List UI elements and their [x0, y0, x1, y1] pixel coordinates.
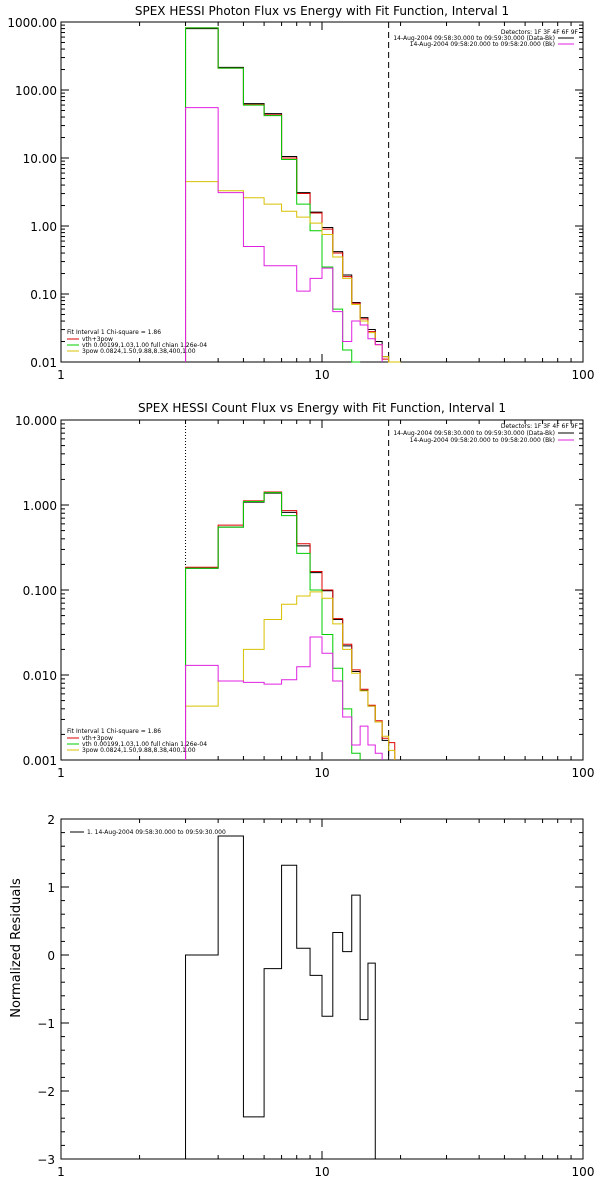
axis-ticks: 1 10 100 0.001 0.010 0.100 1.000 10.000: [15, 414, 594, 780]
y-tick-label: −3: [37, 1153, 55, 1167]
legend-top-line-1: Detectors: 1F 3F 4F 6F 9F: [501, 29, 579, 36]
legend-bottom-line-2: vth+3pow: [82, 336, 113, 343]
y-tick-label: −1: [37, 1017, 55, 1031]
legend-top-line-3: 14-Aug-2004 09:58:20.000 to 09:58:20.000…: [410, 41, 555, 48]
y-tick-label: 10.000: [15, 414, 57, 428]
y-tick-label: 1.000: [23, 499, 57, 513]
y-tick-label: 1000.00: [7, 16, 57, 30]
x-tick-label: 100: [572, 368, 595, 382]
legend-top-line-1: 1. 14-Aug-2004 09:58:30.000 to 09:59:30.…: [87, 829, 226, 836]
data-series: [185, 835, 376, 1159]
y-tick-label: 0: [47, 949, 55, 963]
x-tick-label: 10: [314, 368, 329, 382]
energy-range-markers: [185, 22, 390, 362]
y-tick-label: 0.010: [23, 669, 57, 683]
x-tick-label: 1: [57, 368, 65, 382]
y-tick-label: 100.00: [15, 84, 57, 98]
legend-bottom-line-3: vth 0.00199,1.03,1.00 full chian 1.26e-0…: [82, 342, 207, 349]
x-tick-label: 1: [57, 1165, 65, 1179]
legend-bottom-line-2: vth+3pow: [82, 735, 113, 742]
legend-bottom-line-3: vth 0.00199,1.03,1.00 full chian 1.26e-0…: [82, 741, 207, 748]
series-vth: [185, 492, 361, 760]
x-tick-label: 100: [572, 1165, 595, 1179]
data-series: [185, 27, 401, 363]
count-flux-panel: SPEX HESSI Count Flux vs Energy with Fit…: [15, 401, 594, 780]
x-tick-label: 10: [314, 1165, 329, 1179]
series-3pow: [185, 591, 396, 760]
chart-title: SPEX HESSI Photon Flux vs Energy with Fi…: [135, 4, 509, 18]
legend-bottom-line-1: Fit Interval 1 Chi-square = 1.86: [67, 728, 161, 735]
legend-top-line-2: 14-Aug-2004 09:58:30.000 to 09:59:30.000…: [393, 35, 555, 42]
legend-bottom-line-4: 3pow 0.0824,1.50,9.88,8.38,400,1.00: [82, 348, 196, 355]
series-vth-3pow: [185, 27, 390, 362]
y-tick-label: 0.001: [23, 754, 57, 768]
axis-ticks: 1 10 100 0.01 0.10 1.00 10.00 100.00 1000.00: [7, 16, 594, 382]
legend-bottom-line-4: 3pow 0.0824,1.50,9.88,8.38,400,1.00: [82, 747, 196, 754]
series-bk: [185, 107, 383, 362]
y-tick-label: −2: [37, 1085, 55, 1099]
x-tick-label: 100: [572, 766, 595, 780]
y-tick-label: 0.01: [30, 356, 57, 370]
data-series: [185, 491, 396, 760]
series-vth-3pow: [185, 491, 396, 760]
energy-range-markers: [185, 420, 390, 760]
y-tick-label: 0.100: [23, 584, 57, 598]
residuals-panel: 1 10 100 −3 −2 −1 0 1 2 Normalized Residuals 1. …: [9, 813, 594, 1179]
chart-title: SPEX HESSI Count Flux vs Energy with Fit…: [138, 401, 506, 415]
legend-bottom-line-1: Fit Interval 1 Chi-square = 1.86: [67, 329, 161, 336]
series-1-14-aug-2004-09-58-30-000-to-09-59-30-000: [185, 835, 376, 1159]
axis-ticks: 1 10 100 −3 −2 −1 0 1 2: [37, 813, 594, 1179]
series-data-bk: [185, 492, 390, 760]
y-axis-label: Normalized Residuals: [9, 878, 24, 1018]
plot-frame: [60, 21, 584, 363]
legend-top-line-3: 14-Aug-2004 09:58:20.000 to 09:58:20.000…: [410, 437, 555, 444]
series-data-bk: [185, 28, 390, 362]
y-tick-label: 1.00: [30, 220, 57, 234]
legend-top-line-1: Detectors: 1F 3F 4F 6F 9F: [501, 423, 579, 430]
series-bk: [185, 636, 383, 760]
photon-flux-panel: SPEX HESSI Photon Flux vs Energy with Fi…: [7, 4, 594, 382]
x-tick-label: 10: [314, 766, 329, 780]
y-tick-label: 2: [47, 813, 55, 827]
legend-top-line-2: 14-Aug-2004 09:58:30.000 to 09:59:30.000…: [393, 430, 555, 437]
y-tick-label: 0.10: [30, 288, 57, 302]
y-tick-label: 1: [47, 881, 55, 895]
y-tick-label: 10.00: [23, 152, 57, 166]
x-tick-label: 1: [57, 766, 65, 780]
